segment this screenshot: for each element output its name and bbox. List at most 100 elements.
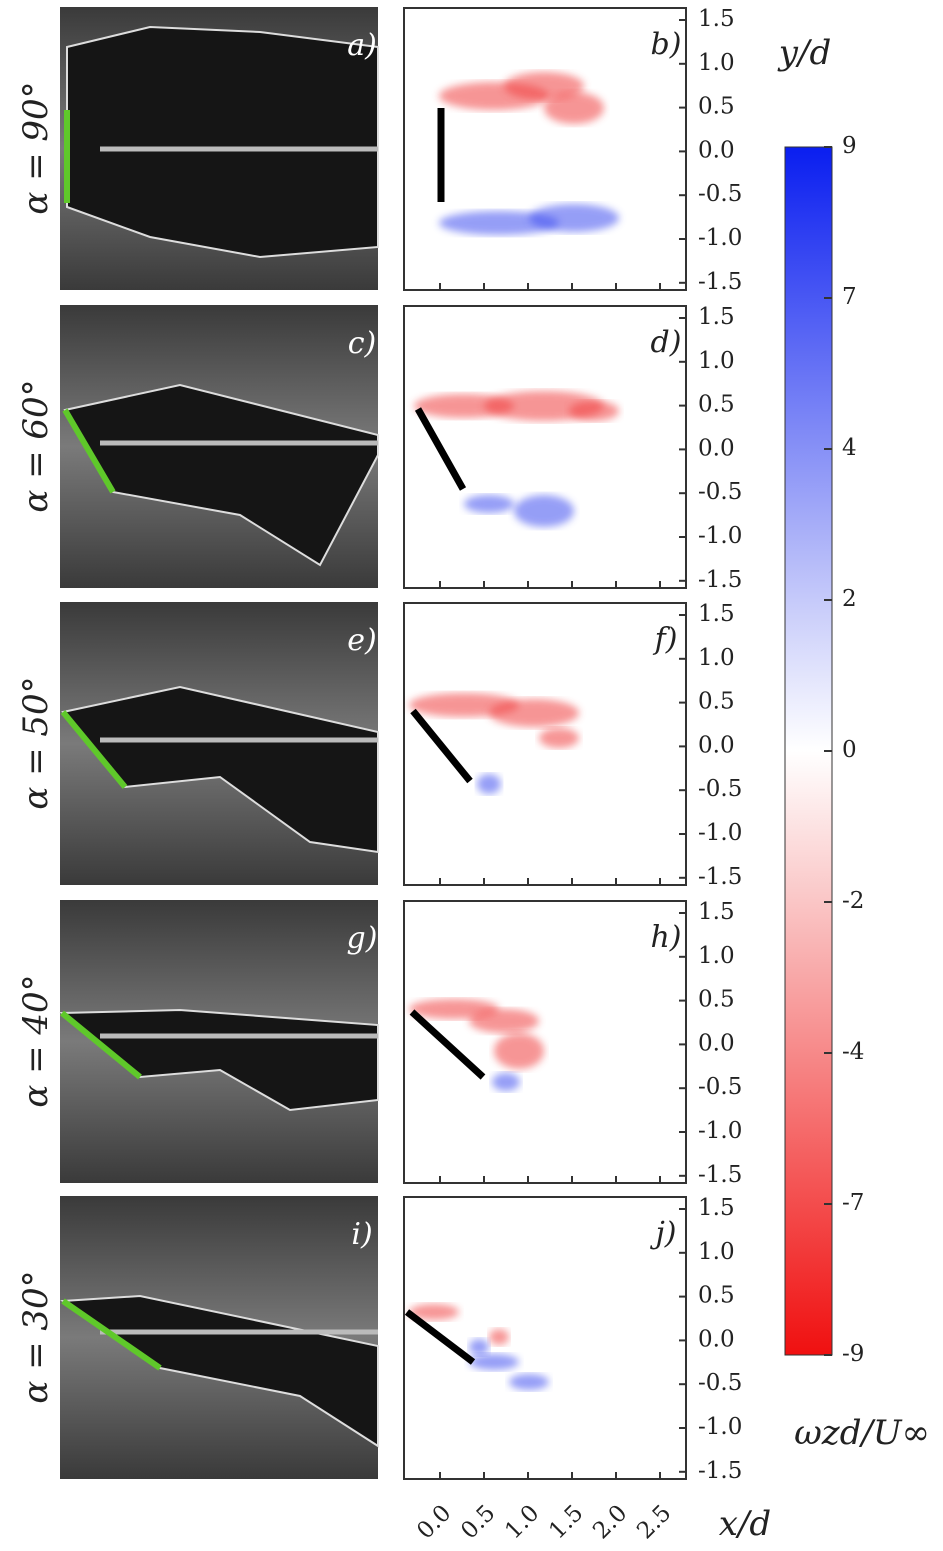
vorticity-blob [469, 1009, 539, 1033]
colorbar-tick-label: -4 [842, 1039, 864, 1065]
photo-label: i) [351, 1217, 372, 1252]
y-tick-label: 1.0 [698, 943, 735, 969]
plate-photo [61, 1298, 162, 1371]
y-tick-label: -1.5 [698, 1162, 742, 1188]
y-tick-label: 0.5 [698, 987, 735, 1013]
colorbar-tick-label: -7 [842, 1190, 864, 1216]
vorticity-blob [509, 1374, 549, 1390]
x-tick-label: 0.0 [412, 1500, 456, 1544]
y-tick-label: 1.5 [698, 1195, 735, 1221]
vorticity-blob [414, 394, 514, 418]
colorbar-tick-label: -2 [842, 888, 864, 914]
vorticity-blob [539, 728, 579, 748]
y-tick-label: 1.0 [698, 1239, 735, 1265]
colorbar-tick-label: 7 [842, 284, 857, 310]
y-tick-label: -1.5 [698, 269, 742, 295]
wake [66, 25, 379, 259]
y-tick-label: 0.0 [698, 1326, 735, 1352]
x-tick-label: 1.5 [544, 1500, 588, 1544]
y-tick-label: -0.5 [698, 181, 742, 207]
x-tick-label: 0.5 [456, 1500, 500, 1544]
vorticity-blob [489, 1329, 509, 1345]
colorbar-tick-label: 4 [842, 435, 857, 461]
vorticity-blob [469, 1354, 519, 1370]
y-tick-label: -1.0 [698, 225, 742, 251]
plot-label: b) [651, 27, 682, 62]
vorticity-blob [492, 1073, 520, 1091]
angle-label: α = 60° [16, 379, 56, 512]
y-tick-label: 0.0 [698, 435, 735, 461]
plate [410, 708, 473, 784]
y-tick-label: 1.5 [698, 304, 735, 330]
colorbar-label: ωzd/U∞ [794, 1413, 930, 1453]
y-tick-label: -0.5 [698, 1074, 742, 1100]
angle-label: α = 50° [16, 676, 56, 809]
x-axis-label: x/d [719, 1504, 771, 1544]
plate-photo [60, 710, 128, 789]
plate [414, 407, 467, 491]
colorbar-tick-label: 0 [842, 737, 857, 763]
y-tick-label: 1.0 [698, 50, 735, 76]
y-tick-label: -1.5 [698, 864, 742, 890]
x-tick-label: 2.5 [632, 1500, 676, 1544]
y-tick-label: 1.0 [698, 348, 735, 374]
y-tick-label: -1.0 [698, 1118, 742, 1144]
y-tick-label: 1.5 [698, 6, 735, 32]
y-tick-label: 0.5 [698, 1283, 735, 1309]
vorticity-blob [494, 1033, 544, 1069]
y-tick-label: 0.5 [698, 689, 735, 715]
vorticity-blob [464, 495, 514, 513]
y-tick-label: -1.0 [698, 820, 742, 846]
plot-box [403, 900, 687, 1184]
photo-label: g) [347, 921, 378, 956]
wake [61, 685, 379, 854]
plot-box [403, 305, 687, 589]
y-tick-label: 1.0 [698, 645, 735, 671]
y-axis-label: y/d [777, 33, 831, 73]
y-tick-label: -1.0 [698, 1414, 742, 1440]
plate-photo [60, 1010, 142, 1080]
photo-label: c) [348, 326, 377, 361]
plate [409, 1009, 486, 1080]
vorticity-blob [469, 1339, 489, 1355]
vorticity-blob [569, 401, 619, 421]
y-tick-label: -1.5 [698, 1458, 742, 1484]
plot-label: f) [653, 622, 678, 657]
y-tick-label: 0.0 [698, 732, 735, 758]
y-tick-label: -0.5 [698, 479, 742, 505]
y-tick-label: -0.5 [698, 776, 742, 802]
y-tick-label: 0.5 [698, 392, 735, 418]
plot-label: h) [650, 920, 681, 955]
colorbar-tick-label: 9 [842, 133, 857, 159]
plate [404, 1309, 476, 1365]
y-tick-label: 0.0 [698, 137, 735, 163]
y-tick-label: -1.5 [698, 567, 742, 593]
y-tick-label: 0.5 [698, 94, 735, 120]
plate-photo [62, 408, 116, 494]
plot-box [403, 1196, 687, 1480]
vorticity-blob [477, 774, 501, 794]
colorbar-tick-label: 2 [842, 586, 857, 612]
y-tick-label: 1.5 [698, 899, 735, 925]
vorticity-blob [544, 92, 604, 124]
y-tick-label: 1.5 [698, 601, 735, 627]
x-tick-label: 1.0 [500, 1500, 544, 1544]
angle-label: α = 30° [16, 1270, 56, 1403]
photo-label: e) [347, 623, 376, 658]
vorticity-blob [489, 699, 579, 727]
vorticity-blob [409, 1304, 459, 1320]
plot-box [403, 7, 687, 291]
plot-label: d) [651, 325, 682, 360]
y-tick-label: -0.5 [698, 1370, 742, 1396]
wake [63, 383, 379, 567]
photo-label: a) [347, 28, 377, 63]
y-tick-label: 0.0 [698, 1030, 735, 1056]
angle-label: α = 90° [16, 81, 56, 214]
y-tick-label: -1.0 [698, 523, 742, 549]
vorticity-blob [514, 495, 574, 527]
x-tick-label: 2.0 [588, 1500, 632, 1544]
vorticity-blob [439, 211, 559, 235]
vorticity-blob [529, 204, 619, 232]
colorbar-tick-label: -9 [842, 1341, 864, 1367]
